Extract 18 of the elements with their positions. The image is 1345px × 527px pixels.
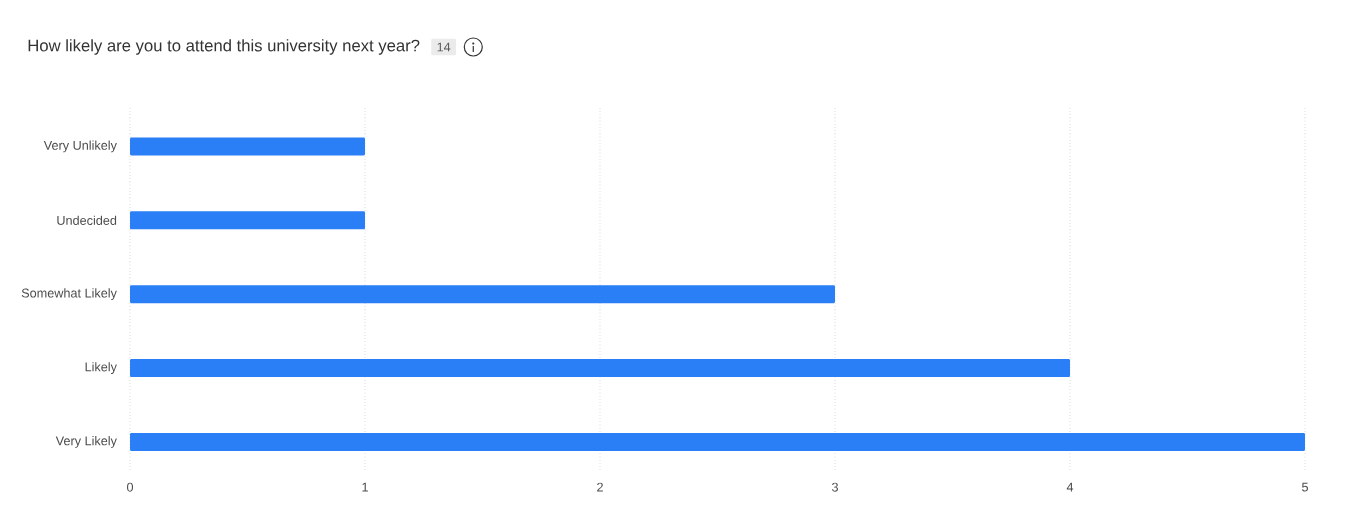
x-tick-label: 2 xyxy=(597,482,603,492)
x-tick-label: 1 xyxy=(362,482,368,492)
x-tick-label: 4 xyxy=(1066,482,1074,492)
bar xyxy=(130,359,1071,378)
chart-title: How likely are you to attend this university next year? xyxy=(28,39,420,55)
x-tick-label: 5 xyxy=(1301,482,1308,492)
y-tick-label: Likely xyxy=(85,362,117,374)
text: 14 xyxy=(437,42,451,52)
bar xyxy=(130,137,366,156)
bar xyxy=(130,211,366,230)
bar xyxy=(130,432,1305,451)
x-tick-label: 3 xyxy=(831,482,838,492)
y-tick-label: Very Unlikely xyxy=(43,140,117,153)
y-tick-label: Undecided xyxy=(57,215,117,225)
x-tick-label: 0 xyxy=(126,482,134,492)
bar xyxy=(130,285,836,304)
y-tick-label: Somewhat Likely xyxy=(21,288,117,301)
y-tick-label: Very Likely xyxy=(55,436,117,448)
